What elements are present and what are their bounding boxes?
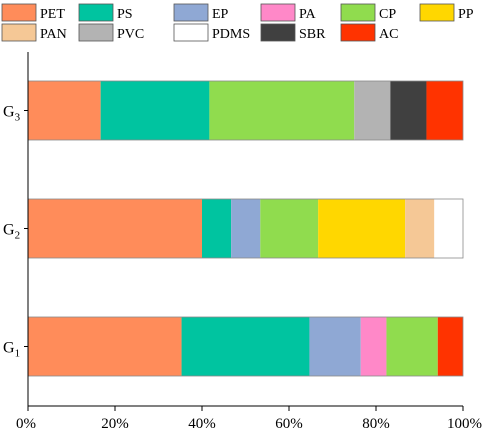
legend-item-ep: EP: [173, 3, 229, 22]
x-tick-label-0: 0%: [16, 416, 36, 431]
legend-swatch-sbr: [260, 23, 296, 42]
legend-label-pan: PAN: [40, 27, 67, 42]
legend-item-pvc: PVC: [78, 23, 144, 42]
legend-item-ac: AC: [340, 23, 398, 42]
legend-label-pp: PP: [458, 7, 474, 22]
bar-g1-ac: [437, 317, 463, 376]
legend-swatch-pan: [1, 23, 37, 42]
bar-g2-pp: [318, 199, 406, 258]
x-tick-label-2: 40%: [188, 416, 216, 431]
bar-g1-pa: [360, 317, 387, 376]
legend-label-pvc: PVC: [117, 27, 144, 42]
category-label-g3: G3: [3, 104, 21, 124]
bar-g2-pan: [405, 199, 435, 258]
bar-g3-ac: [426, 81, 463, 140]
legend-label-cp: CP: [379, 7, 396, 22]
bar-g3-sbr: [390, 81, 427, 140]
legend-item-pan: PAN: [1, 23, 67, 42]
legend-label-ep: EP: [212, 7, 229, 22]
legend-label-ac: AC: [379, 27, 398, 42]
bar-g2-ep: [231, 199, 261, 258]
legend-swatch-pp: [419, 3, 455, 22]
category-label-subscript: 2: [15, 230, 21, 242]
bar-g3-cp: [209, 81, 355, 140]
bar-g1-pet: [28, 317, 182, 376]
legend-label-pdms: PDMS: [212, 27, 250, 42]
bar-g1-ep: [309, 317, 361, 376]
bar-g3-ps: [100, 81, 210, 140]
bar-g1-ps: [181, 317, 310, 376]
bar-g2-pet: [28, 199, 202, 258]
legend-swatch-pvc: [78, 23, 114, 42]
legend-swatch-cp: [340, 3, 376, 22]
category-label-subscript: 3: [15, 112, 21, 124]
legend-item-ps: PS: [78, 3, 133, 22]
bar-g1-cp: [386, 317, 438, 376]
legend-swatch-ps: [78, 3, 114, 22]
x-tick-label-3: 60%: [275, 416, 303, 431]
legend-item-sbr: SBR: [260, 23, 326, 42]
legend-swatch-ep: [173, 3, 209, 22]
bar-g2-cp: [260, 199, 319, 258]
bars: [27, 80, 464, 377]
legend-label-pet: PET: [40, 7, 65, 22]
category-label-main: G: [3, 222, 15, 239]
legend-swatch-ac: [340, 23, 376, 42]
legend-item-pa: PA: [260, 3, 317, 22]
bar-g3-pet: [28, 81, 101, 140]
legend: PET PS EP PA CP PP PAN PVC PDMS SBR AC: [1, 3, 474, 42]
legend-item-pet: PET: [1, 3, 65, 22]
bar-g2-pdms: [434, 199, 463, 258]
category-label-g2: G2: [3, 222, 20, 242]
legend-item-pdms: PDMS: [173, 23, 250, 42]
legend-swatch-pdms: [173, 23, 209, 42]
x-tick-label-1: 20%: [101, 416, 129, 431]
legend-label-sbr: SBR: [299, 27, 326, 42]
legend-item-cp: CP: [340, 3, 396, 22]
category-label-subscript: 1: [15, 348, 21, 360]
bar-g3-pvc: [354, 81, 391, 140]
legend-label-ps: PS: [117, 7, 133, 22]
bar-g2-ps: [202, 199, 232, 258]
legend-swatch-pa: [260, 3, 296, 22]
category-label-main: G: [3, 340, 15, 357]
x-tick-label-5: 100%: [447, 416, 482, 431]
legend-label-pa: PA: [299, 7, 317, 22]
legend-swatch-pet: [1, 3, 37, 22]
x-tick-label-4: 80%: [362, 416, 390, 431]
legend-item-pp: PP: [419, 3, 474, 22]
category-label-g1: G1: [3, 340, 20, 360]
category-label-main: G: [3, 104, 15, 121]
